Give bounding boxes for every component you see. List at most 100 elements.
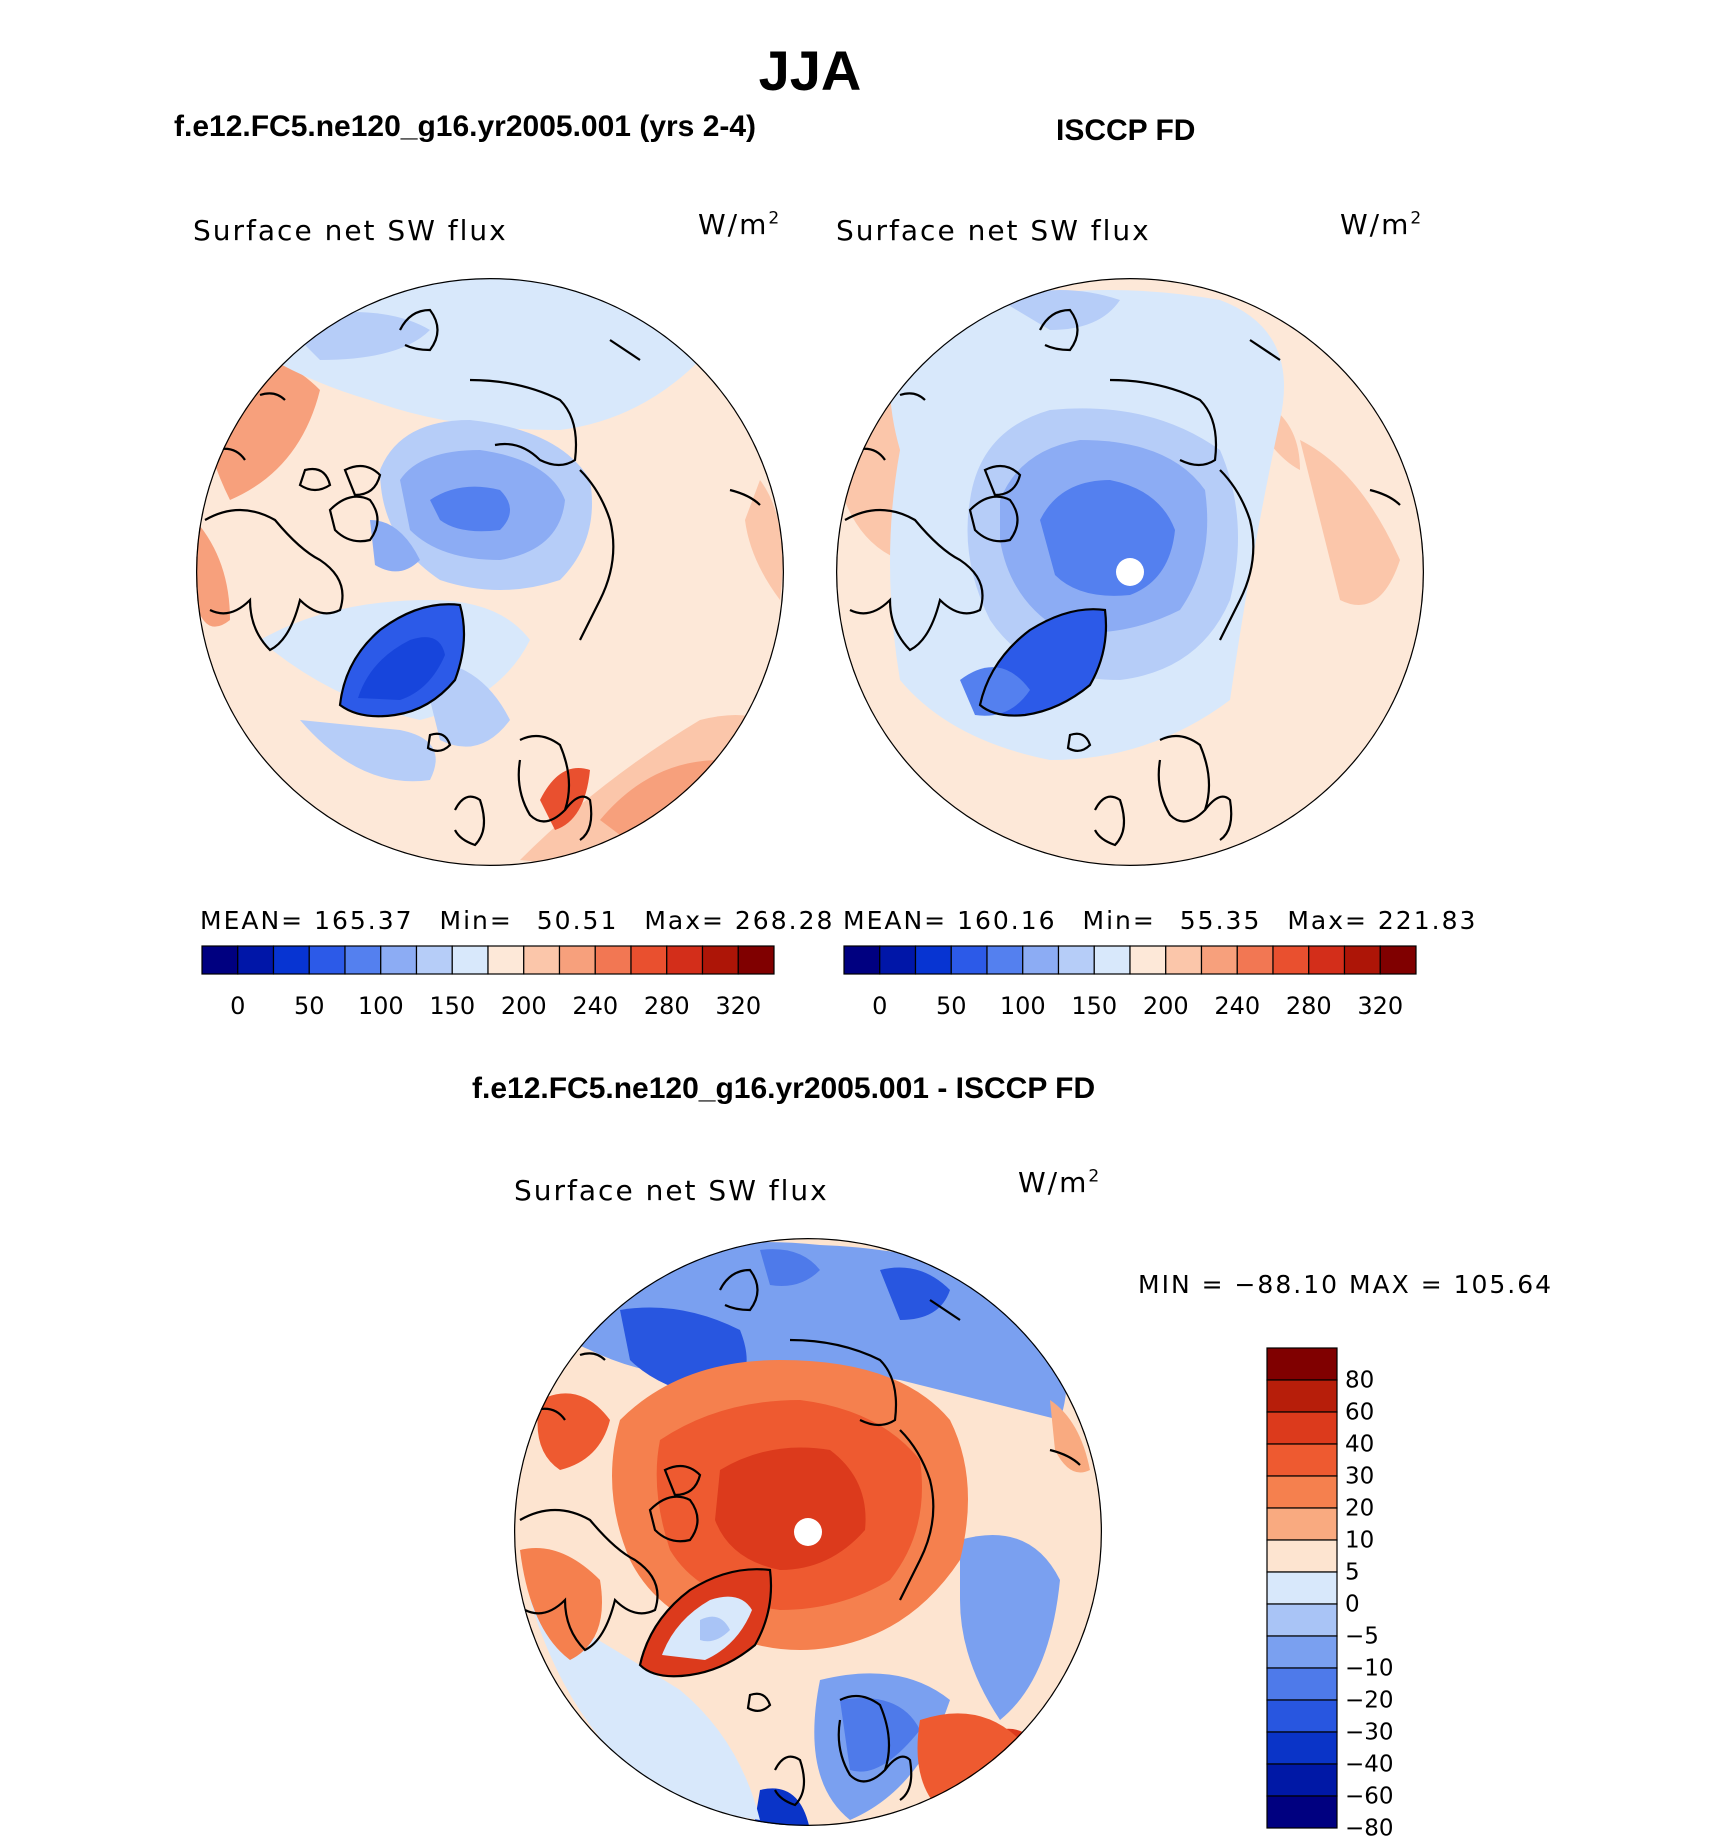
stats-model: MEAN= 165.37 Min= 50.51 Max= 268.28 — [200, 906, 834, 935]
min-value: 50.51 — [536, 906, 619, 935]
colorbar-swatch — [843, 945, 881, 975]
colorbar-swatch — [1165, 945, 1203, 975]
colorbar-tick-label: 20 — [1345, 1496, 1374, 1522]
colorbar-swatch — [1266, 1699, 1338, 1733]
colorbar-swatch — [1266, 1539, 1338, 1573]
colorbar-obs: 0 50 100 150 200 240 280 320 — [843, 945, 1417, 1020]
mean-label: MEAN= — [200, 906, 305, 935]
colorbar-tick-label: −30 — [1345, 1720, 1394, 1746]
colorbar-tick-label: 200 — [501, 992, 547, 1020]
colorbar-swatch — [914, 945, 952, 975]
mean-value: 165.37 — [314, 906, 414, 935]
colorbar-tick-label: 150 — [1071, 992, 1117, 1020]
colorbar-tick-label: 100 — [1000, 992, 1046, 1020]
colorbar-swatch — [666, 945, 704, 975]
colorbar-swatch — [1266, 1795, 1338, 1829]
colorbar-swatch — [344, 945, 382, 975]
colorbar-tick-label: −20 — [1345, 1688, 1394, 1714]
colorbar-tick-label: 200 — [1143, 992, 1189, 1020]
colorbar-swatch — [1266, 1443, 1338, 1477]
colorbar-tick-label: 0 — [872, 992, 887, 1020]
colorbar-tick-label: 50 — [294, 992, 325, 1020]
stats-diff: MIN = −88.10 MAX = 105.64 — [1138, 1270, 1554, 1299]
colorbar-swatch — [630, 945, 668, 975]
pole-hole — [794, 1518, 822, 1546]
variable-label-model: Surface net SW flux — [193, 214, 508, 247]
colorbar-tick-label: 240 — [1214, 992, 1260, 1020]
colorbar-tick-label: 0 — [1345, 1592, 1360, 1618]
panel-title-diff: f.e12.FC5.ne120_g16.yr2005.001 - ISCCP F… — [472, 1072, 1096, 1105]
colorbar-tick-label: 100 — [358, 992, 404, 1020]
colorbar-swatch — [1343, 945, 1381, 975]
colorbar-tick-label: 240 — [572, 992, 618, 1020]
coastlines-diff — [519, 1268, 1081, 1807]
colorbar-swatch — [1266, 1379, 1338, 1413]
mean-value: 160.16 — [957, 906, 1057, 935]
colorbar-tick-label: 10 — [1345, 1528, 1374, 1554]
colorbar-tick-label: 320 — [715, 992, 761, 1020]
colorbar-swatch — [487, 945, 525, 975]
colorbar-swatch — [1266, 1667, 1338, 1701]
colorbar-tick-label: 60 — [1345, 1400, 1374, 1426]
units-label-diff: W/m2 — [1018, 1166, 1102, 1199]
colorbar-swatch — [201, 945, 239, 975]
colorbar-tick-label: 5 — [1345, 1560, 1360, 1586]
coastlines-model — [204, 308, 761, 847]
colorbar-swatch — [558, 945, 596, 975]
colorbar-tick-label: −10 — [1345, 1656, 1394, 1682]
colorbar-swatch — [1266, 1507, 1338, 1541]
colorbar-swatch — [1266, 1603, 1338, 1637]
colorbar-swatch — [1200, 945, 1238, 975]
variable-label-obs: Surface net SW flux — [836, 214, 1151, 247]
colorbar-tick-label: 50 — [936, 992, 967, 1020]
min-value: 55.35 — [1179, 906, 1262, 935]
colorbar-swatch — [237, 945, 275, 975]
map-diff — [514, 1238, 1102, 1826]
mean-label: MEAN= — [843, 906, 948, 935]
colorbar-swatch — [308, 945, 346, 975]
map-obs — [836, 278, 1424, 866]
panel-title-obs: ISCCP FD — [1056, 114, 1196, 147]
colorbar-tick-label: 150 — [429, 992, 475, 1020]
max-label: Max= — [644, 906, 725, 935]
colorbar-swatch — [737, 945, 775, 975]
colorbar-tick-label: 40 — [1345, 1432, 1374, 1458]
colorbar-swatch — [523, 945, 561, 975]
pole-hole — [1116, 558, 1144, 586]
colorbar-swatch — [1272, 945, 1310, 975]
colorbar-swatch — [272, 945, 310, 975]
colorbar-tick-label: −40 — [1345, 1752, 1394, 1778]
colorbar-swatch — [1266, 1475, 1338, 1509]
colorbar-swatch — [879, 945, 917, 975]
min-label: Min= — [439, 906, 513, 935]
colorbar-swatch — [1129, 945, 1167, 975]
variable-label-diff: Surface net SW flux — [514, 1174, 829, 1207]
colorbar-swatch — [1093, 945, 1131, 975]
panel-title-model: f.e12.FC5.ne120_g16.yr2005.001 (yrs 2-4) — [174, 110, 757, 143]
colorbar-tick-label: 280 — [1286, 992, 1332, 1020]
colorbar-swatch — [1022, 945, 1060, 975]
colorbar-swatch — [1266, 1635, 1338, 1669]
colorbar-tick-label: −60 — [1345, 1784, 1394, 1810]
map-model — [196, 278, 784, 866]
colorbar-tick-label: −80 — [1345, 1816, 1394, 1840]
colorbar-swatch — [451, 945, 489, 975]
colorbar-swatch — [1266, 1347, 1338, 1381]
colorbar-swatch — [701, 945, 739, 975]
max-value: 268.28 — [734, 906, 835, 935]
colorbar-swatch — [1266, 1411, 1338, 1445]
colorbar-swatch — [1236, 945, 1274, 975]
colorbar-model: 0 50 100 150 200 240 280 320 — [201, 945, 775, 1020]
colorbar-swatch — [1379, 945, 1417, 975]
colorbar-tick-label: 80 — [1345, 1368, 1374, 1394]
colorbar-swatch — [1308, 945, 1346, 975]
colorbar-tick-label: 30 — [1345, 1464, 1374, 1490]
figure-title: JJA — [758, 39, 862, 102]
colorbar-swatch — [594, 945, 632, 975]
colorbar-swatch — [986, 945, 1024, 975]
colorbar-tick-label: −5 — [1345, 1624, 1379, 1650]
units-label-obs: W/m2 — [1340, 208, 1424, 241]
colorbar-tick-label: 280 — [644, 992, 690, 1020]
stats-obs: MEAN= 160.16 Min= 55.35 Max= 221.83 — [843, 906, 1477, 935]
